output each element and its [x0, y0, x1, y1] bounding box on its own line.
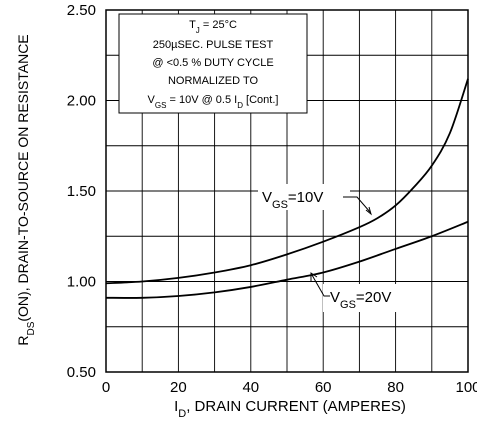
conditions-line-5: VGS = 10V @ 0.5 ID [Cont.] [148, 94, 279, 110]
x-tick-label: 100 [455, 379, 477, 396]
conditions-line-1: TJ = 25°C [189, 19, 237, 35]
series-label-vgs-10v: VGS=10V [258, 184, 372, 216]
series-label-vgs-20v: VGS=20V [310, 272, 419, 312]
conditions-line-3: @ <0.5 % DUTY CYCLE [152, 57, 273, 69]
x-tick-label: 20 [170, 379, 187, 396]
plot-frame [105, 9, 469, 373]
y-tick-label: 0.50 [67, 364, 96, 381]
y-tick-label: 2.00 [67, 93, 96, 110]
y-tick-label: 1.50 [67, 183, 96, 200]
conditions-line-2: 250µSEC. PULSE TEST [153, 39, 274, 51]
series-lines [105, 78, 469, 299]
y-tick-label: 2.50 [67, 2, 96, 19]
series-line-vgs-20v [105, 220, 469, 299]
x-tick-label: 80 [387, 379, 404, 396]
series-label-vgs-20v-text: VGS=20V [330, 289, 391, 311]
y-axis-title: RDS(ON), DRAIN-TO-SOURCE ON RESISTANCE [15, 34, 37, 345]
x-axis-title: ID, DRAIN CURRENT (AMPERES) [174, 398, 406, 420]
x-tick-label: 60 [315, 379, 332, 396]
x-tick-label: 40 [242, 379, 259, 396]
tick-labels: 0 20 40 60 80 100 0.50 1.00 1.50 2.00 2.50 [67, 2, 477, 396]
conditions-box: TJ = 25°C 250µSEC. PULSE TEST @ <0.5 % D… [118, 13, 308, 114]
y-tick-label: 1.00 [67, 274, 96, 291]
series-label-vgs-10v-text: VGS=10V [262, 189, 323, 211]
series-line-vgs-10v [105, 78, 469, 285]
x-tick-label: 0 [102, 379, 110, 396]
conditions-line-4: NORMALIZED TO [168, 75, 258, 87]
